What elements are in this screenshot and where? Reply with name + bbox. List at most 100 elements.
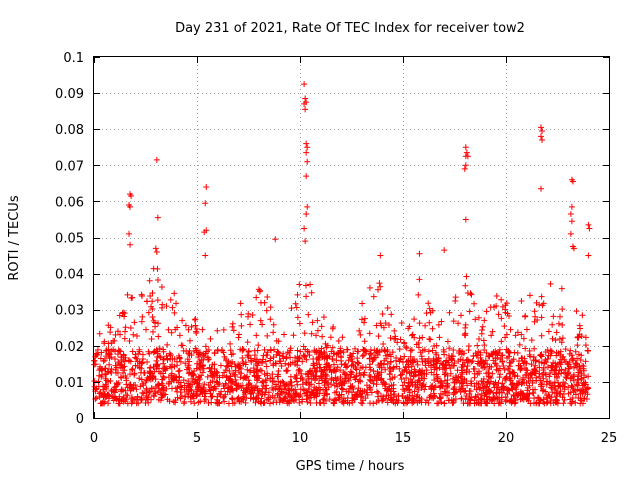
data-point [284, 367, 291, 374]
data-point [417, 370, 424, 377]
data-point [556, 336, 563, 343]
data-point [579, 362, 586, 369]
data-point [374, 286, 381, 293]
data-point [492, 355, 499, 362]
data-point [270, 321, 277, 328]
data-point-peak [272, 236, 279, 243]
data-point [419, 358, 426, 365]
data-point [196, 363, 203, 370]
data-point [250, 365, 257, 372]
data-point [469, 358, 476, 365]
data-point [525, 375, 532, 382]
data-point [252, 396, 259, 403]
data-point [175, 368, 182, 375]
data-point [263, 307, 270, 314]
data-point [220, 326, 227, 333]
data-point [119, 364, 126, 371]
data-point [182, 360, 189, 367]
data-point [281, 331, 288, 338]
data-point [500, 383, 507, 390]
data-point [313, 360, 320, 367]
data-point [577, 365, 584, 372]
data-point [553, 329, 560, 336]
data-point [565, 370, 572, 377]
data-point [524, 387, 531, 394]
data-point [480, 360, 487, 367]
data-point [382, 366, 389, 373]
data-point [538, 351, 545, 358]
data-point [319, 396, 326, 403]
data-point [91, 361, 98, 368]
data-point [575, 395, 582, 402]
data-point [165, 326, 172, 333]
data-point [414, 399, 421, 406]
data-point [355, 348, 362, 355]
data-point [244, 366, 251, 373]
data-point [463, 369, 470, 376]
data-point [335, 337, 342, 344]
data-point [474, 352, 481, 359]
data-point [310, 355, 317, 362]
data-point [230, 387, 237, 394]
data-point [349, 397, 356, 404]
data-point [384, 351, 391, 358]
data-point [320, 369, 327, 376]
data-point [173, 300, 180, 307]
data-point [454, 367, 461, 374]
data-point [437, 395, 444, 402]
data-point [331, 389, 338, 396]
data-point [247, 395, 254, 402]
data-point [303, 282, 310, 289]
data-point [331, 367, 338, 374]
data-point [445, 352, 452, 359]
data-point-peak [301, 100, 308, 107]
data-point [546, 373, 553, 380]
data-point [403, 385, 410, 392]
data-point [224, 388, 231, 395]
data-point [559, 394, 566, 401]
data-point [384, 399, 391, 406]
data-point [185, 390, 192, 397]
data-point [243, 385, 250, 392]
data-point-peak [539, 128, 546, 135]
data-point [537, 352, 544, 359]
data-point [97, 355, 104, 362]
data-point [461, 376, 468, 383]
data-point [332, 377, 339, 384]
data-point [582, 381, 589, 388]
data-point [459, 361, 466, 368]
data-point [156, 381, 163, 388]
data-point [257, 299, 264, 306]
data-point [462, 324, 469, 331]
data-point [288, 305, 295, 312]
data-point [520, 335, 527, 342]
data-point [120, 309, 127, 316]
data-point [444, 338, 451, 345]
data-point [373, 381, 380, 388]
data-point [261, 346, 268, 353]
data-point [277, 358, 284, 365]
data-point [173, 374, 180, 381]
data-point [325, 362, 332, 369]
data-point [264, 332, 271, 339]
data-point [484, 379, 491, 386]
data-point [455, 374, 462, 381]
data-point [547, 347, 554, 354]
data-point [478, 390, 485, 397]
data-point [264, 370, 271, 377]
data-point [166, 378, 173, 385]
data-point [498, 296, 505, 303]
data-point [176, 354, 183, 361]
data-point [118, 374, 125, 381]
data-point [335, 349, 342, 356]
data-point [216, 390, 223, 397]
data-point [421, 386, 428, 393]
data-point [330, 400, 337, 407]
data-point [429, 325, 436, 332]
data-point [106, 361, 113, 368]
data-point [310, 373, 317, 380]
data-point [402, 344, 409, 351]
data-point [376, 371, 383, 378]
data-point [105, 346, 112, 353]
data-point [185, 378, 192, 385]
